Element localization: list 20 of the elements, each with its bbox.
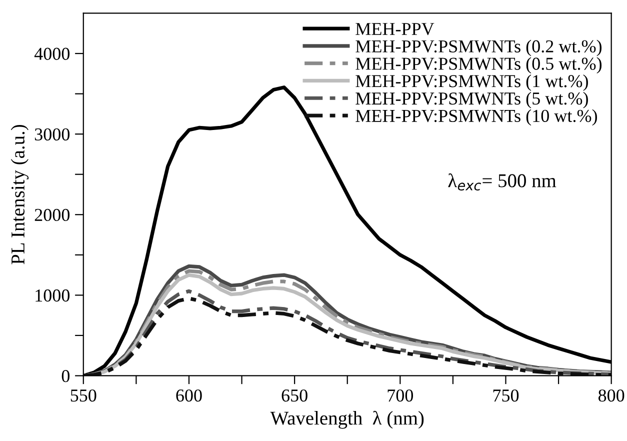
legend-label: MEH-PPV:PSMWNTs (0.2 wt.%) [356, 40, 602, 56]
legend-label: MEH-PPV [356, 23, 434, 36]
annotation: λ$_{exc}$= 500 nm [448, 173, 556, 190]
y-tick-label: 0 [62, 370, 70, 382]
legend-label: MEH-PPV:PSMWNTs (0.5 wt.%) [356, 57, 602, 74]
legend-label: MEH-PPV:PSMWNTs (1 wt.%) [356, 74, 588, 91]
x-tick-label: 700 [388, 389, 414, 402]
y-tick-label: 2000 [34, 208, 70, 222]
y-tick-label: 1000 [36, 289, 70, 302]
x-tick-label: 750 [493, 389, 519, 402]
x-tick-label: 600 [176, 389, 202, 402]
x-tick-label: 800 [598, 389, 624, 402]
y-tick-label: 3000 [34, 128, 70, 141]
x-axis-title: Wavelength λ (nm) [270, 410, 424, 429]
y-tick-label: 4000 [34, 48, 70, 60]
y-axis-title: PL Intensity (a.u.) [10, 124, 29, 264]
x-tick-label: 650 [282, 389, 308, 402]
legend-label: MEH-PPV:PSMWNTs (10 wt.%) [356, 109, 597, 126]
legend-label: MEH-PPV:PSMWNTs (5 wt.%) [356, 92, 588, 108]
x-tick-label: 550 [70, 389, 96, 402]
